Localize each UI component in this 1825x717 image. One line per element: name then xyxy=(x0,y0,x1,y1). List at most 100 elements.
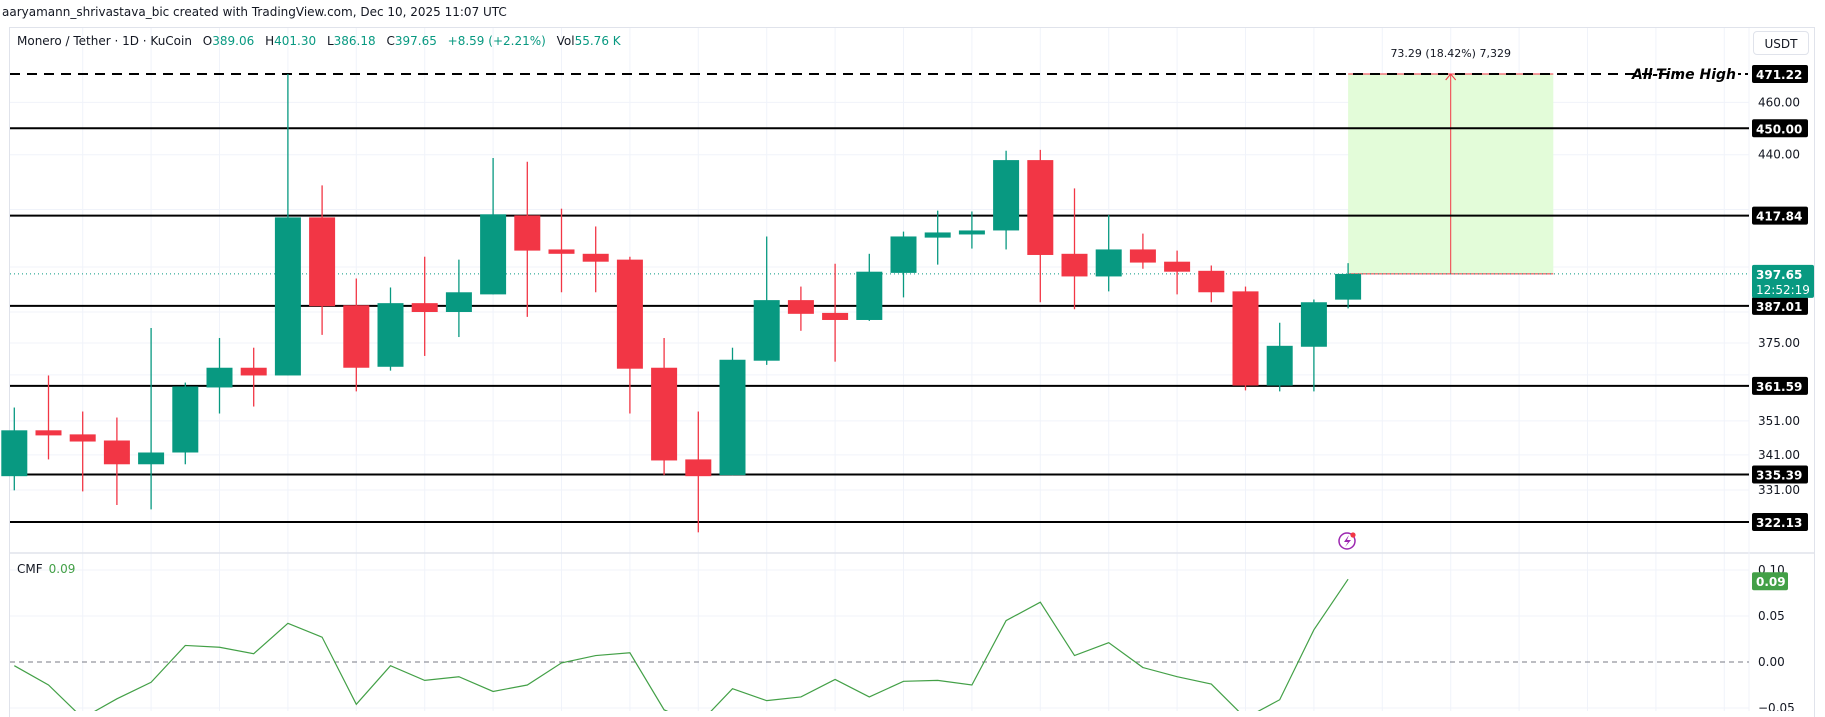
candle-body xyxy=(309,217,336,307)
symbol-title[interactable]: Monero / Tether · 1D · KuCoin xyxy=(17,34,192,48)
candle[interactable] xyxy=(958,211,985,249)
candle[interactable] xyxy=(480,157,507,295)
candle[interactable] xyxy=(1095,215,1122,292)
candle[interactable] xyxy=(343,278,370,392)
candle-body xyxy=(685,459,712,477)
candle[interactable] xyxy=(138,328,165,510)
candle-body xyxy=(411,303,438,312)
price-tick-label: 341.00 xyxy=(1758,448,1800,462)
high-value: 401.30 xyxy=(274,34,317,48)
cmf-tick-label: −0.05 xyxy=(1758,701,1795,711)
level-price-badge xyxy=(1752,376,1808,395)
candle[interactable] xyxy=(787,286,814,331)
candle-body xyxy=(1300,302,1327,347)
candle[interactable] xyxy=(172,382,199,465)
candle[interactable] xyxy=(822,263,849,362)
candle[interactable] xyxy=(924,210,951,265)
price-tick-label: 460.00 xyxy=(1758,95,1800,109)
candle[interactable] xyxy=(240,347,267,407)
cmf-value-badge xyxy=(1752,572,1788,591)
cmf-line[interactable] xyxy=(14,578,1349,711)
candle-body xyxy=(822,312,849,320)
candle-body xyxy=(924,232,951,238)
level-price-label: 322.13 xyxy=(1756,516,1802,530)
candle-body xyxy=(240,367,267,376)
candle[interactable] xyxy=(1129,233,1156,269)
candle-body xyxy=(138,452,165,465)
candle[interactable] xyxy=(890,231,917,298)
price-axis[interactable]: 460.00 440.00 375.00 351.00 341.00 331.00 471.… xyxy=(1752,65,1814,531)
candle[interactable] xyxy=(1335,263,1362,309)
close-label: C xyxy=(386,34,395,48)
cmf-label[interactable]: CMF xyxy=(17,562,43,576)
currency-unit-button[interactable]: USDT xyxy=(1753,31,1809,55)
candle[interactable] xyxy=(103,417,130,506)
cmf-axis[interactable]: 0.100.050.00−0.050.09 xyxy=(1752,563,1795,711)
price-range-measure[interactable]: 73.29 (18.42%) 7,329 xyxy=(1348,47,1554,275)
candle[interactable] xyxy=(377,287,404,371)
candle[interactable] xyxy=(582,226,609,293)
candle[interactable] xyxy=(856,253,883,321)
candle-body xyxy=(1095,249,1122,277)
change-value: +8.59 (+2.21%) xyxy=(447,34,546,48)
candle[interactable] xyxy=(1061,188,1088,310)
price-tick-label: 351.00 xyxy=(1758,414,1800,428)
volume-label: Vol xyxy=(556,34,575,48)
candle-body xyxy=(958,230,985,235)
chart-credit: aaryamann_shrivastava_bic created with T… xyxy=(2,5,507,19)
candle-body xyxy=(103,440,130,465)
candle[interactable] xyxy=(1,407,28,491)
open-label: O xyxy=(202,34,213,48)
cmf-tick-label: 0.00 xyxy=(1758,655,1785,669)
open-value: 389.06 xyxy=(212,34,255,48)
candle-body xyxy=(856,271,883,320)
candle[interactable] xyxy=(514,161,541,317)
candle[interactable] xyxy=(411,256,438,356)
candle[interactable] xyxy=(1232,286,1259,391)
candle[interactable] xyxy=(69,411,96,492)
candle[interactable] xyxy=(206,337,233,414)
candle-body xyxy=(890,236,917,273)
candle[interactable] xyxy=(719,347,746,476)
lightning-alert-icon[interactable] xyxy=(1338,532,1356,550)
high-label: H xyxy=(265,34,275,48)
close-value: 397.65 xyxy=(394,34,437,48)
candle[interactable] xyxy=(1164,250,1191,295)
candle[interactable] xyxy=(616,256,643,414)
candle[interactable] xyxy=(1198,265,1225,303)
level-price-badge xyxy=(1752,465,1808,484)
candle[interactable] xyxy=(1266,322,1293,392)
candle[interactable] xyxy=(753,236,780,365)
candle[interactable] xyxy=(274,74,301,376)
candle-body xyxy=(1164,261,1191,272)
candle-body xyxy=(1129,249,1156,263)
candle-body xyxy=(1,430,28,477)
candle[interactable] xyxy=(445,259,472,338)
candle[interactable] xyxy=(1027,149,1054,303)
candle[interactable] xyxy=(685,411,712,533)
level-price-label: 417.84 xyxy=(1756,210,1802,224)
candle[interactable] xyxy=(548,208,575,293)
candle-body xyxy=(1266,345,1293,386)
candle-body xyxy=(514,215,541,251)
level-price-badge xyxy=(1752,512,1808,531)
candle[interactable] xyxy=(1300,299,1327,392)
candle[interactable] xyxy=(993,150,1020,250)
candle-body xyxy=(480,214,507,295)
level-price-badge xyxy=(1752,119,1808,138)
current-price-label: 397.65 xyxy=(1756,268,1802,282)
candle-body xyxy=(445,292,472,312)
candle[interactable] xyxy=(35,375,62,460)
bar-countdown-label: 12:52:19 xyxy=(1756,283,1810,297)
candle[interactable] xyxy=(309,185,336,335)
level-price-label: 450.00 xyxy=(1756,122,1802,136)
candle-body xyxy=(719,359,746,476)
candle-body xyxy=(1198,270,1225,293)
volume-value: 55.76 K xyxy=(574,34,621,48)
cmf-value-label: 0.09 xyxy=(1756,575,1786,589)
level-price-label: 471.22 xyxy=(1756,68,1802,82)
candle-body xyxy=(172,386,199,453)
candle-body xyxy=(993,160,1020,231)
candle[interactable] xyxy=(651,337,678,476)
